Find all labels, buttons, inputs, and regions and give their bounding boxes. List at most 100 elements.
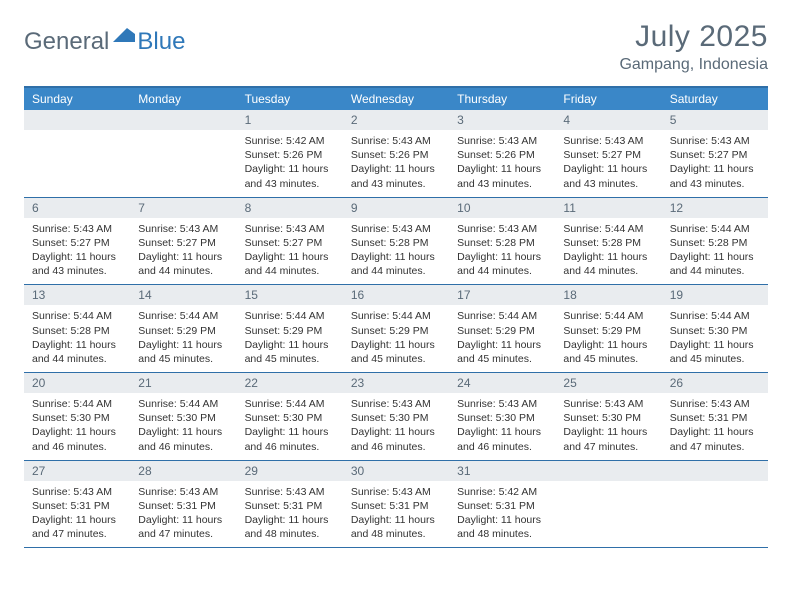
daylight-line-2: and 47 minutes. <box>32 527 122 541</box>
day-body: Sunrise: 5:43 AMSunset: 5:31 PMDaylight:… <box>24 481 130 548</box>
dow-friday: Friday <box>555 88 661 110</box>
daylight-line-1: Daylight: 11 hours <box>457 250 547 264</box>
day-body <box>24 130 130 188</box>
daylight-line-1: Daylight: 11 hours <box>670 250 760 264</box>
sunset-line: Sunset: 5:30 PM <box>457 411 547 425</box>
sunset-line: Sunset: 5:27 PM <box>138 236 228 250</box>
sunset-line: Sunset: 5:30 PM <box>138 411 228 425</box>
sunset-line: Sunset: 5:27 PM <box>32 236 122 250</box>
day-body: Sunrise: 5:43 AMSunset: 5:30 PMDaylight:… <box>555 393 661 460</box>
day-body: Sunrise: 5:44 AMSunset: 5:29 PMDaylight:… <box>555 305 661 372</box>
sunset-line: Sunset: 5:30 PM <box>351 411 441 425</box>
daylight-line-2: and 46 minutes. <box>351 440 441 454</box>
day-body: Sunrise: 5:44 AMSunset: 5:29 PMDaylight:… <box>449 305 555 372</box>
dow-sunday: Sunday <box>24 88 130 110</box>
daylight-line-2: and 43 minutes. <box>351 177 441 191</box>
day-number: 18 <box>555 285 661 305</box>
day-number: 12 <box>662 198 768 218</box>
day-number <box>662 461 768 481</box>
daylight-line-1: Daylight: 11 hours <box>138 250 228 264</box>
day-body: Sunrise: 5:43 AMSunset: 5:27 PMDaylight:… <box>24 218 130 285</box>
sunrise-line: Sunrise: 5:43 AM <box>563 397 653 411</box>
sunrise-line: Sunrise: 5:44 AM <box>563 222 653 236</box>
day-body: Sunrise: 5:43 AMSunset: 5:26 PMDaylight:… <box>449 130 555 197</box>
day-number: 22 <box>237 373 343 393</box>
day-cell: 19Sunrise: 5:44 AMSunset: 5:30 PMDayligh… <box>662 285 768 372</box>
daylight-line-1: Daylight: 11 hours <box>670 425 760 439</box>
day-cell: 26Sunrise: 5:43 AMSunset: 5:31 PMDayligh… <box>662 373 768 460</box>
daylight-line-2: and 46 minutes. <box>457 440 547 454</box>
daylight-line-1: Daylight: 11 hours <box>245 425 335 439</box>
day-body: Sunrise: 5:43 AMSunset: 5:27 PMDaylight:… <box>662 130 768 197</box>
day-body <box>130 130 236 188</box>
sunset-line: Sunset: 5:26 PM <box>457 148 547 162</box>
daylight-line-1: Daylight: 11 hours <box>245 250 335 264</box>
sunset-line: Sunset: 5:28 PM <box>32 324 122 338</box>
day-cell: 23Sunrise: 5:43 AMSunset: 5:30 PMDayligh… <box>343 373 449 460</box>
daylight-line-2: and 47 minutes. <box>138 527 228 541</box>
sunset-line: Sunset: 5:29 PM <box>351 324 441 338</box>
daylight-line-2: and 43 minutes. <box>670 177 760 191</box>
day-cell: 7Sunrise: 5:43 AMSunset: 5:27 PMDaylight… <box>130 198 236 285</box>
day-cell: 9Sunrise: 5:43 AMSunset: 5:28 PMDaylight… <box>343 198 449 285</box>
daylight-line-2: and 45 minutes. <box>351 352 441 366</box>
sunrise-line: Sunrise: 5:43 AM <box>32 485 122 499</box>
day-number: 31 <box>449 461 555 481</box>
sunrise-line: Sunrise: 5:44 AM <box>563 309 653 323</box>
logo: General Blue <box>24 20 185 57</box>
day-body: Sunrise: 5:44 AMSunset: 5:29 PMDaylight:… <box>130 305 236 372</box>
sunrise-line: Sunrise: 5:43 AM <box>457 222 547 236</box>
day-cell: 5Sunrise: 5:43 AMSunset: 5:27 PMDaylight… <box>662 110 768 197</box>
day-number: 23 <box>343 373 449 393</box>
sunset-line: Sunset: 5:27 PM <box>670 148 760 162</box>
daylight-line-2: and 44 minutes. <box>32 352 122 366</box>
day-number: 27 <box>24 461 130 481</box>
day-number: 16 <box>343 285 449 305</box>
sunset-line: Sunset: 5:28 PM <box>563 236 653 250</box>
sunset-line: Sunset: 5:28 PM <box>457 236 547 250</box>
day-number: 14 <box>130 285 236 305</box>
day-body <box>555 481 661 539</box>
day-cell: 8Sunrise: 5:43 AMSunset: 5:27 PMDaylight… <box>237 198 343 285</box>
daylight-line-1: Daylight: 11 hours <box>351 162 441 176</box>
daylight-line-1: Daylight: 11 hours <box>32 425 122 439</box>
daylight-line-2: and 43 minutes. <box>245 177 335 191</box>
day-number: 25 <box>555 373 661 393</box>
day-cell: 14Sunrise: 5:44 AMSunset: 5:29 PMDayligh… <box>130 285 236 372</box>
day-body: Sunrise: 5:43 AMSunset: 5:28 PMDaylight:… <box>449 218 555 285</box>
daylight-line-1: Daylight: 11 hours <box>457 513 547 527</box>
daylight-line-1: Daylight: 11 hours <box>351 513 441 527</box>
day-number: 1 <box>237 110 343 130</box>
daylight-line-2: and 44 minutes. <box>670 264 760 278</box>
day-body: Sunrise: 5:44 AMSunset: 5:28 PMDaylight:… <box>662 218 768 285</box>
sunset-line: Sunset: 5:31 PM <box>351 499 441 513</box>
day-cell: 25Sunrise: 5:43 AMSunset: 5:30 PMDayligh… <box>555 373 661 460</box>
sunrise-line: Sunrise: 5:44 AM <box>245 397 335 411</box>
day-cell: 18Sunrise: 5:44 AMSunset: 5:29 PMDayligh… <box>555 285 661 372</box>
day-body: Sunrise: 5:44 AMSunset: 5:28 PMDaylight:… <box>24 305 130 372</box>
daylight-line-1: Daylight: 11 hours <box>351 338 441 352</box>
daylight-line-1: Daylight: 11 hours <box>563 250 653 264</box>
day-number: 2 <box>343 110 449 130</box>
day-number: 29 <box>237 461 343 481</box>
sunset-line: Sunset: 5:28 PM <box>351 236 441 250</box>
day-cell: 6Sunrise: 5:43 AMSunset: 5:27 PMDaylight… <box>24 198 130 285</box>
sunrise-line: Sunrise: 5:43 AM <box>138 222 228 236</box>
daylight-line-1: Daylight: 11 hours <box>563 425 653 439</box>
day-cell: 10Sunrise: 5:43 AMSunset: 5:28 PMDayligh… <box>449 198 555 285</box>
day-number: 3 <box>449 110 555 130</box>
daylight-line-2: and 48 minutes. <box>351 527 441 541</box>
daylight-line-1: Daylight: 11 hours <box>138 338 228 352</box>
day-cell: 20Sunrise: 5:44 AMSunset: 5:30 PMDayligh… <box>24 373 130 460</box>
day-cell <box>130 110 236 197</box>
sunrise-line: Sunrise: 5:43 AM <box>670 397 760 411</box>
calendar-grid: Sunday Monday Tuesday Wednesday Thursday… <box>24 86 768 548</box>
daylight-line-2: and 44 minutes. <box>138 264 228 278</box>
daylight-line-2: and 44 minutes. <box>563 264 653 278</box>
day-body: Sunrise: 5:44 AMSunset: 5:29 PMDaylight:… <box>237 305 343 372</box>
sunset-line: Sunset: 5:31 PM <box>245 499 335 513</box>
daylight-line-1: Daylight: 11 hours <box>245 162 335 176</box>
daylight-line-2: and 45 minutes. <box>563 352 653 366</box>
daylight-line-1: Daylight: 11 hours <box>32 250 122 264</box>
day-number: 11 <box>555 198 661 218</box>
